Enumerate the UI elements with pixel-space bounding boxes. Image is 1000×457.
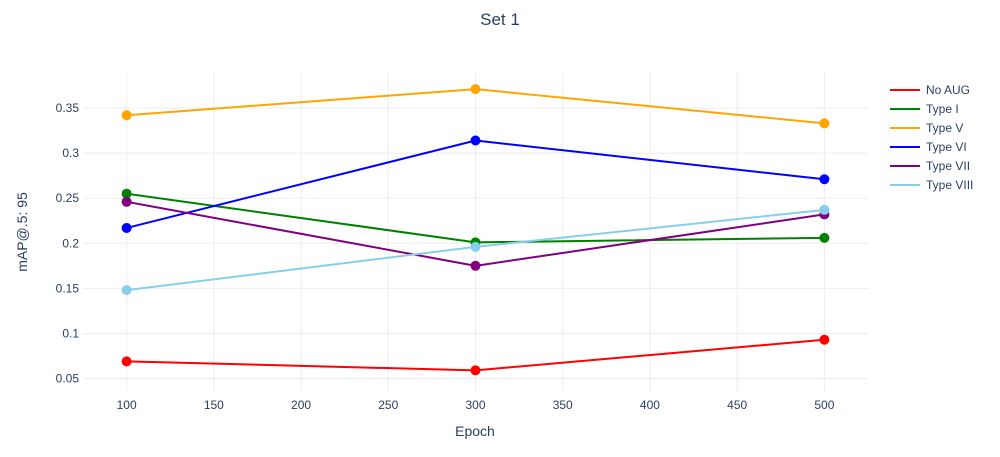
legend-label: Type VI (926, 140, 967, 154)
x-tick-label: 200 (291, 398, 311, 412)
x-tick-label: 400 (640, 398, 660, 412)
data-point (121, 196, 132, 207)
y-axis-title: mAP@.5: 95 (14, 192, 30, 272)
legend: No AUG Type I Type V Type VI Type VII Type VI… (890, 83, 973, 192)
tick-labels: 100 150 200 250 300 350 400 450 500 0.05 0.1 0.15 0.… (56, 101, 835, 412)
series-type-vi (121, 135, 830, 233)
data-point (470, 84, 481, 95)
data-point (819, 118, 830, 129)
data-point (121, 285, 132, 296)
grid (83, 72, 868, 392)
data-point (819, 334, 830, 345)
data-point (121, 356, 132, 367)
chart-title: Set 1 (480, 10, 520, 29)
series-layer (121, 84, 830, 376)
legend-item[interactable]: Type V (890, 121, 963, 135)
data-point (819, 174, 830, 185)
legend-label: Type VII (926, 159, 970, 173)
legend-label: Type I (926, 102, 959, 116)
series-type-viii (121, 204, 830, 296)
legend-label: Type VIII (926, 178, 973, 192)
data-point (819, 204, 830, 215)
legend-item[interactable]: No AUG (890, 83, 970, 97)
y-tick-label: 0.1 (62, 326, 79, 340)
x-tick-label: 350 (553, 398, 573, 412)
x-tick-label: 100 (117, 398, 137, 412)
y-tick-label: 0.3 (62, 146, 79, 160)
x-tick-label: 150 (204, 398, 224, 412)
data-point (121, 110, 132, 121)
legend-item[interactable]: Type VIII (890, 178, 973, 192)
legend-item[interactable]: Type VI (890, 140, 967, 154)
legend-label: Type V (926, 121, 963, 135)
y-tick-label: 0.35 (56, 101, 80, 115)
data-point (470, 260, 481, 271)
series-no-aug (121, 334, 830, 376)
x-tick-label: 450 (727, 398, 747, 412)
x-tick-label: 500 (814, 398, 834, 412)
legend-item[interactable]: Type VII (890, 159, 970, 173)
data-point (470, 135, 481, 146)
x-tick-label: 250 (378, 398, 398, 412)
data-point (121, 188, 132, 199)
y-tick-label: 0.15 (56, 281, 80, 295)
legend-item[interactable]: Type I (890, 102, 959, 116)
x-tick-label: 300 (465, 398, 485, 412)
x-axis-title: Epoch (455, 423, 495, 439)
data-point (470, 241, 481, 252)
series-type-v (121, 84, 830, 129)
y-tick-label: 0.2 (62, 236, 79, 250)
data-point (819, 232, 830, 243)
y-tick-label: 0.25 (56, 191, 80, 205)
legend-label: No AUG (926, 83, 970, 97)
data-point (121, 222, 132, 233)
data-point (470, 365, 481, 376)
y-tick-label: 0.05 (56, 371, 80, 385)
